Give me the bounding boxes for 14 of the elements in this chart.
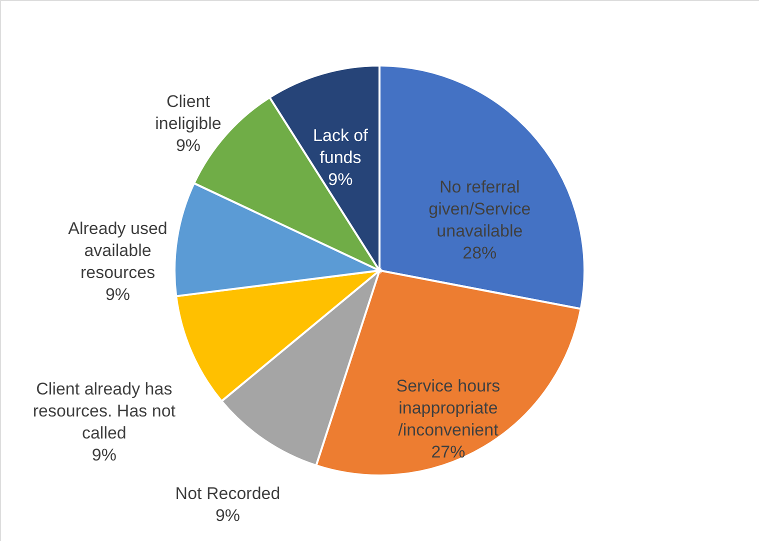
slice-label: No referral given/Service unavailable: [428, 178, 531, 241]
data-label: 9%: [215, 506, 240, 525]
data-label: 9%: [328, 170, 353, 190]
slice-label: Client ineligible: [155, 92, 222, 133]
data-label: 9%: [105, 285, 130, 304]
slice-label: Lack of funds: [313, 126, 368, 168]
data-label: 27%: [431, 442, 466, 462]
slice-label: Client already has resources. Has not called: [32, 380, 176, 443]
slice-label: Service hours inappropriate /inconvenient: [396, 376, 500, 440]
data-label: 28%: [462, 244, 497, 263]
slice-label: Not Recorded: [175, 484, 280, 503]
data-label: 9%: [92, 446, 116, 465]
data-label: 9%: [176, 136, 201, 155]
slice-label: Already used available resources: [68, 219, 168, 282]
